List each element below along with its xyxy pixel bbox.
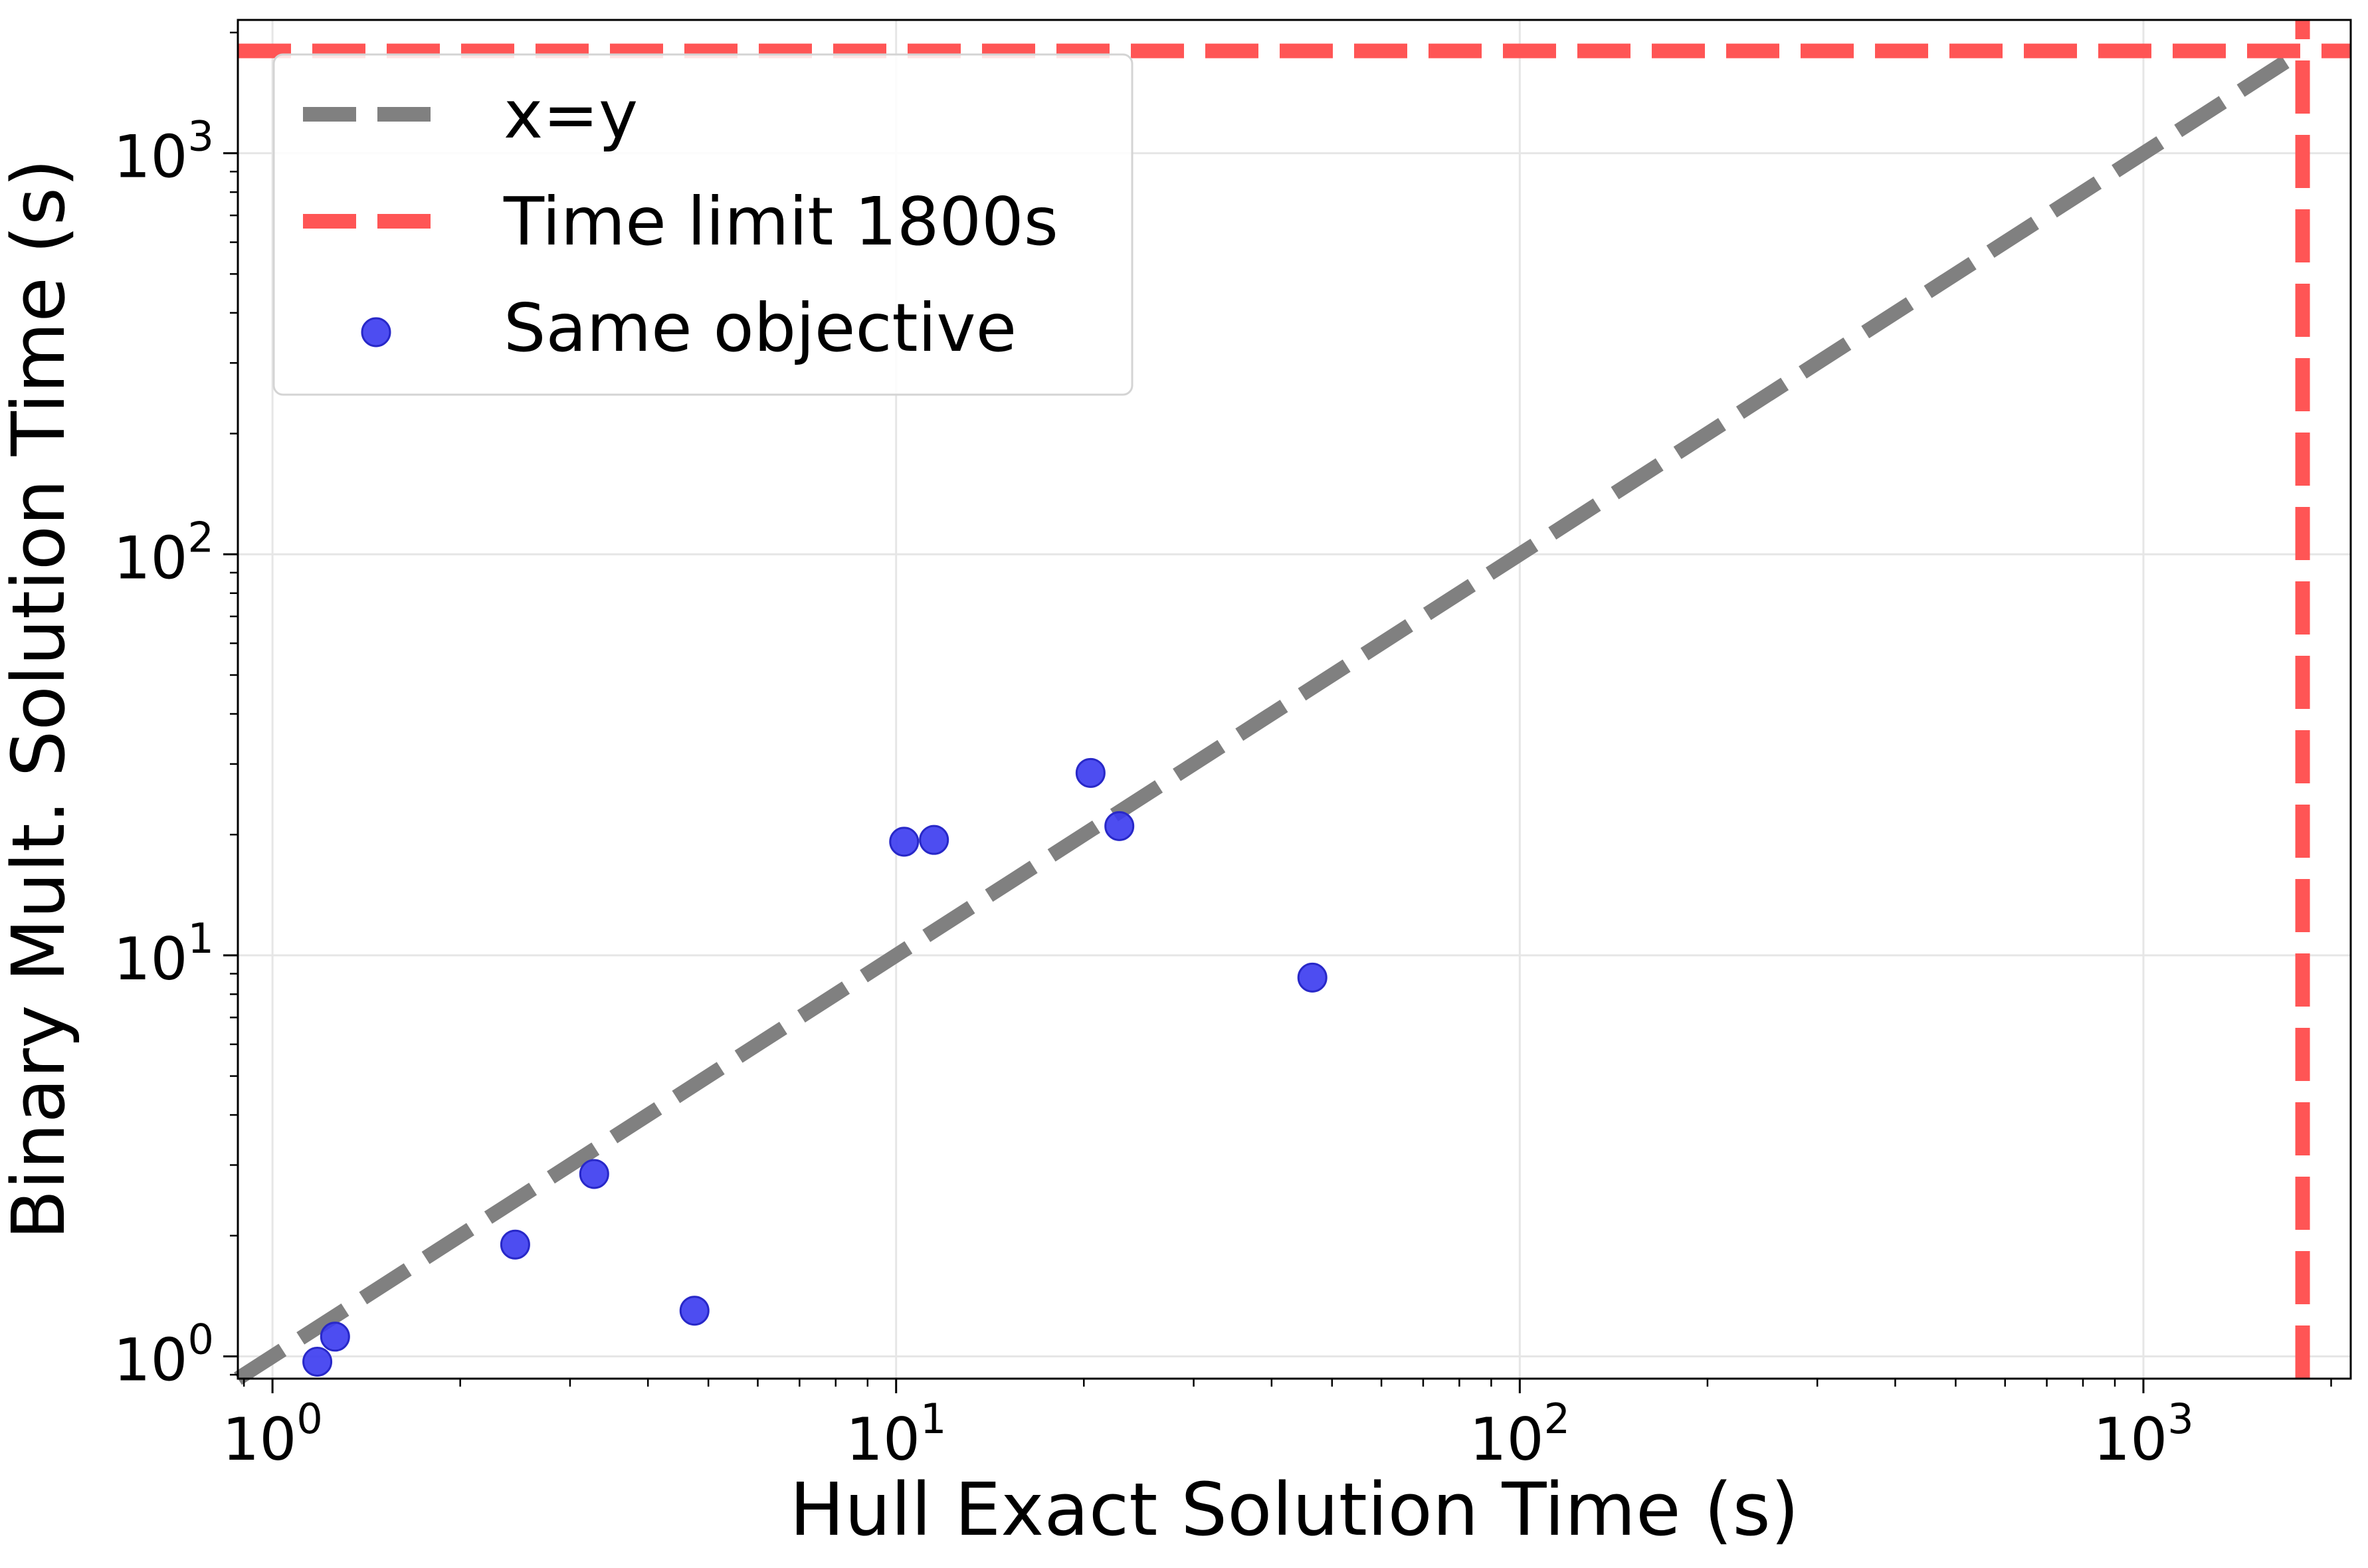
x-tick-label-1: 101	[846, 1395, 946, 1474]
data-point-9	[1297, 962, 1328, 993]
data-point-1	[320, 1322, 350, 1352]
y-axis-label: Binary Mult. Solution Time (s)	[0, 159, 81, 1240]
data-point-0	[302, 1346, 333, 1377]
data-point-6	[919, 825, 949, 855]
y-tick-label-1: 101	[114, 914, 214, 993]
y-tick-label-2: 102	[114, 513, 214, 592]
legend: x=y Time limit 1800s Same objective	[272, 53, 1134, 396]
data-point-5	[889, 827, 920, 857]
minor-ticks	[230, 31, 2332, 1387]
data-point-7	[1075, 757, 1106, 788]
x-axis-ticks: 100 101 102 103	[222, 1379, 2194, 1474]
data-point-4	[679, 1296, 710, 1326]
legend-label-same-objective: Same objective	[504, 289, 1017, 367]
legend-label-time-limit: Time limit 1800s	[503, 183, 1058, 260]
data-point-2	[500, 1229, 530, 1260]
data-point-3	[579, 1159, 609, 1189]
x-tick-label-3: 103	[2093, 1395, 2193, 1474]
legend-box	[272, 53, 1134, 396]
legend-marker-same-objective	[361, 317, 391, 347]
x-axis-label: Hull Exact Solution Time (s)	[789, 1467, 1799, 1552]
legend-label-diagonal: x=y	[504, 76, 638, 153]
axes-frame	[237, 19, 2352, 1380]
plot-content	[234, 20, 2351, 1385]
data-point-8	[1104, 811, 1135, 841]
diagonal-reference-line	[234, 45, 2307, 1385]
